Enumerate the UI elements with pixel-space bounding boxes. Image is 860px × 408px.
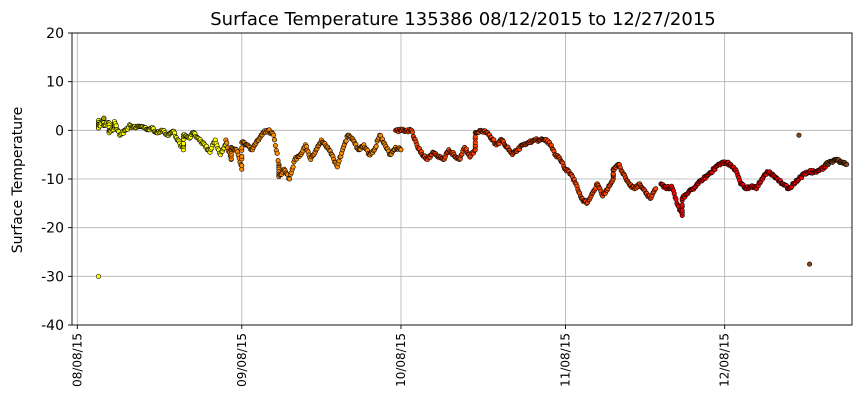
data-point [272, 137, 278, 143]
y-tick-label: 10 [46, 75, 64, 91]
data-point [673, 196, 679, 202]
data-point [180, 141, 186, 147]
data-point [224, 140, 230, 146]
data-point [343, 138, 349, 144]
y-tick-label: -30 [41, 269, 64, 285]
x-tick-label: 09/08/15 [235, 333, 249, 387]
x-tick-label: 08/08/15 [70, 333, 84, 387]
x-tick-label: 12/08/15 [718, 333, 732, 387]
data-point [239, 163, 245, 169]
data-point [239, 145, 245, 151]
data-point [287, 176, 293, 182]
y-tick-label: -10 [41, 172, 64, 188]
y-axis-label: Surface Temperature [10, 107, 26, 253]
data-point [844, 161, 850, 167]
y-tick-label: 0 [55, 123, 64, 139]
grid-lines [72, 32, 852, 326]
y-tick-label: -20 [41, 221, 64, 237]
data-point [807, 261, 813, 267]
data-point [679, 202, 685, 208]
data-point [472, 134, 478, 140]
data-point [409, 129, 415, 135]
data-point [274, 150, 280, 156]
data-point [796, 132, 802, 138]
plot-frame [71, 32, 853, 326]
data-point [271, 132, 277, 138]
data-point [653, 186, 659, 192]
data-points [96, 115, 850, 279]
data-point [272, 143, 278, 149]
y-tick-label: -40 [41, 318, 64, 334]
x-tick-label: 10/08/15 [394, 333, 408, 387]
x-tick-label: 11/08/15 [558, 333, 572, 387]
axes: 20 10 0 -10 -20 -30 -40 08/08/15 09/08/15 10/08/1… [41, 26, 853, 387]
chart-title: Surface Temperature 135386 08/12/2015 to… [210, 9, 715, 30]
data-point [290, 164, 296, 170]
data-point [96, 273, 102, 279]
data-point [239, 153, 245, 159]
data-point [373, 143, 379, 149]
data-point [398, 147, 404, 153]
y-tick-label: 20 [46, 26, 64, 42]
